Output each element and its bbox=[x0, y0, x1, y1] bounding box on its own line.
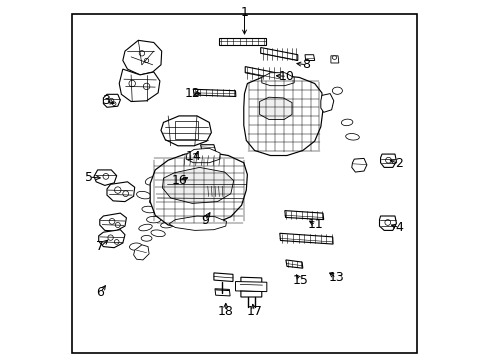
Ellipse shape bbox=[143, 83, 149, 90]
Polygon shape bbox=[162, 167, 233, 203]
Polygon shape bbox=[107, 182, 134, 202]
Ellipse shape bbox=[114, 187, 121, 193]
Text: 4: 4 bbox=[395, 221, 403, 234]
Polygon shape bbox=[320, 94, 333, 112]
Ellipse shape bbox=[141, 235, 152, 241]
Polygon shape bbox=[215, 289, 230, 296]
Ellipse shape bbox=[136, 192, 150, 199]
Polygon shape bbox=[279, 233, 332, 244]
Polygon shape bbox=[150, 152, 247, 228]
Polygon shape bbox=[219, 38, 265, 45]
Ellipse shape bbox=[142, 206, 156, 213]
Polygon shape bbox=[213, 273, 232, 282]
Polygon shape bbox=[244, 67, 281, 80]
Bar bbox=[175, 121, 197, 139]
Ellipse shape bbox=[332, 87, 342, 94]
Text: 18: 18 bbox=[217, 305, 233, 318]
Text: 11: 11 bbox=[307, 219, 323, 231]
Polygon shape bbox=[260, 48, 297, 60]
Polygon shape bbox=[330, 56, 338, 63]
Ellipse shape bbox=[163, 200, 175, 207]
Ellipse shape bbox=[161, 222, 173, 228]
Polygon shape bbox=[161, 116, 211, 146]
Ellipse shape bbox=[129, 80, 135, 87]
Polygon shape bbox=[305, 55, 314, 60]
Ellipse shape bbox=[108, 235, 113, 240]
Ellipse shape bbox=[144, 58, 148, 63]
Ellipse shape bbox=[332, 56, 336, 59]
Polygon shape bbox=[103, 94, 120, 107]
Ellipse shape bbox=[151, 230, 165, 237]
Text: 2: 2 bbox=[395, 157, 403, 170]
Polygon shape bbox=[99, 230, 125, 248]
Ellipse shape bbox=[108, 98, 114, 103]
Polygon shape bbox=[235, 282, 266, 292]
Ellipse shape bbox=[139, 224, 152, 231]
Ellipse shape bbox=[146, 216, 161, 223]
Polygon shape bbox=[182, 155, 222, 166]
Text: 14: 14 bbox=[185, 150, 201, 163]
Ellipse shape bbox=[345, 134, 359, 140]
Text: 10: 10 bbox=[279, 70, 294, 83]
Polygon shape bbox=[122, 40, 162, 75]
Polygon shape bbox=[186, 148, 220, 163]
Ellipse shape bbox=[115, 222, 120, 228]
Polygon shape bbox=[94, 170, 117, 185]
Ellipse shape bbox=[114, 240, 119, 244]
Ellipse shape bbox=[149, 198, 163, 205]
Polygon shape bbox=[285, 260, 302, 268]
Text: 13: 13 bbox=[328, 271, 344, 284]
Ellipse shape bbox=[385, 157, 390, 163]
Text: 16: 16 bbox=[171, 174, 187, 187]
Ellipse shape bbox=[112, 102, 116, 105]
Text: 6: 6 bbox=[96, 286, 104, 299]
Ellipse shape bbox=[167, 206, 181, 213]
Ellipse shape bbox=[122, 191, 128, 197]
Ellipse shape bbox=[145, 176, 160, 185]
Polygon shape bbox=[261, 73, 294, 86]
Polygon shape bbox=[168, 216, 226, 230]
Polygon shape bbox=[284, 211, 323, 220]
Text: 1: 1 bbox=[240, 6, 248, 19]
Ellipse shape bbox=[384, 220, 390, 225]
Ellipse shape bbox=[156, 183, 170, 190]
Polygon shape bbox=[379, 216, 396, 230]
Ellipse shape bbox=[129, 243, 142, 250]
Ellipse shape bbox=[109, 219, 115, 224]
Text: 7: 7 bbox=[96, 240, 104, 253]
Polygon shape bbox=[206, 185, 223, 197]
Polygon shape bbox=[380, 154, 396, 167]
Text: 3: 3 bbox=[102, 94, 110, 107]
Polygon shape bbox=[200, 145, 215, 151]
Text: 9: 9 bbox=[201, 214, 208, 227]
Text: 17: 17 bbox=[246, 305, 262, 318]
Polygon shape bbox=[241, 277, 261, 297]
Text: 8: 8 bbox=[302, 58, 310, 71]
Ellipse shape bbox=[139, 51, 144, 56]
Ellipse shape bbox=[155, 210, 167, 216]
Polygon shape bbox=[259, 97, 291, 120]
Polygon shape bbox=[133, 245, 149, 260]
Polygon shape bbox=[100, 213, 126, 231]
Polygon shape bbox=[351, 158, 366, 172]
Polygon shape bbox=[193, 89, 235, 96]
Polygon shape bbox=[119, 69, 160, 102]
Text: 15: 15 bbox=[292, 274, 307, 287]
Ellipse shape bbox=[341, 119, 352, 126]
Polygon shape bbox=[244, 76, 322, 156]
Text: 12: 12 bbox=[184, 87, 200, 100]
Text: 5: 5 bbox=[85, 171, 93, 184]
Ellipse shape bbox=[103, 174, 108, 179]
